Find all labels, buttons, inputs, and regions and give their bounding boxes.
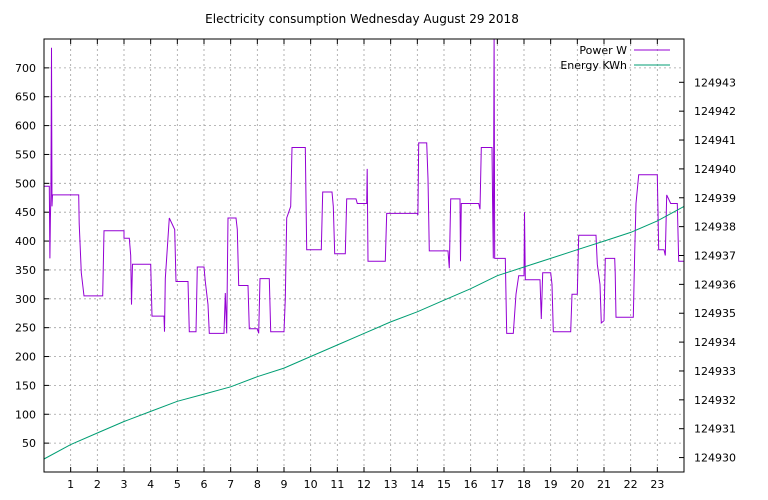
- y2-tick-label: 124941: [694, 134, 736, 147]
- y-tick-label: 500: [15, 177, 36, 190]
- x-tick-label: 11: [330, 478, 344, 491]
- x-tick-label: 23: [650, 478, 664, 491]
- x-tick-label: 12: [357, 478, 371, 491]
- y-tick-label: 100: [15, 408, 36, 421]
- x-tick-label: 4: [147, 478, 154, 491]
- axes: 1 2 3 4 5 6 7 8 9 10 11 12 13 14 15 16 17 18 19 20 21 22 23501…: [15, 39, 736, 491]
- series-line-energy-kwh: [43, 205, 685, 460]
- x-tick-label: 16: [464, 478, 478, 491]
- x-tick-label: 8: [254, 478, 261, 491]
- y-tick-label: 350: [15, 264, 36, 277]
- x-tick-label: 21: [597, 478, 611, 491]
- y-tick-label: 450: [15, 206, 36, 219]
- y-tick-label: 550: [15, 148, 36, 161]
- x-tick-label: 7: [227, 478, 234, 491]
- y-tick-label: 150: [15, 379, 36, 392]
- y2-tick-label: 124935: [694, 307, 736, 320]
- y-tick-label: 300: [15, 293, 36, 306]
- y2-tick-label: 124940: [694, 163, 736, 176]
- y2-tick-label: 124936: [694, 278, 736, 291]
- chart-title: Electricity consumption Wednesday August…: [205, 12, 519, 26]
- x-tick-label: 6: [201, 478, 208, 491]
- y-tick-label: 250: [15, 322, 36, 335]
- legend: Power W Energy KWh: [560, 44, 670, 72]
- y-tick-label: 50: [22, 437, 36, 450]
- y2-tick-label: 124938: [694, 221, 736, 234]
- legend-label: Energy KWh: [560, 59, 627, 72]
- y2-tick-label: 124930: [694, 452, 736, 465]
- y-tick-label: 650: [15, 91, 36, 104]
- x-tick-label: 17: [490, 478, 504, 491]
- x-tick-label: 13: [384, 478, 398, 491]
- x-tick-label: 10: [304, 478, 318, 491]
- x-tick-label: 14: [410, 478, 424, 491]
- y-tick-label: 400: [15, 235, 36, 248]
- x-tick-label: 3: [121, 478, 128, 491]
- x-tick-label: 18: [517, 478, 531, 491]
- y2-tick-label: 124934: [694, 336, 736, 349]
- y2-tick-label: 124943: [694, 76, 736, 89]
- x-tick-label: 19: [544, 478, 558, 491]
- x-tick-label: 1: [67, 478, 74, 491]
- y2-tick-label: 124942: [694, 105, 736, 118]
- y2-tick-label: 124932: [694, 394, 736, 407]
- grid: [44, 39, 684, 472]
- y2-tick-label: 124933: [694, 365, 736, 378]
- y-tick-label: 700: [15, 62, 36, 75]
- y2-tick-label: 124939: [694, 192, 736, 205]
- x-tick-label: 22: [624, 478, 638, 491]
- y2-tick-label: 124937: [694, 250, 736, 263]
- x-tick-label: 9: [281, 478, 288, 491]
- series-line-power-w: [44, 38, 684, 334]
- y-tick-label: 200: [15, 351, 36, 364]
- series-layer: [43, 38, 685, 460]
- y2-tick-label: 124931: [694, 423, 736, 436]
- x-tick-label: 15: [437, 478, 451, 491]
- x-tick-label: 5: [174, 478, 181, 491]
- legend-label: Power W: [579, 44, 627, 57]
- x-tick-label: 20: [570, 478, 584, 491]
- x-tick-label: 2: [94, 478, 101, 491]
- y-tick-label: 600: [15, 120, 36, 133]
